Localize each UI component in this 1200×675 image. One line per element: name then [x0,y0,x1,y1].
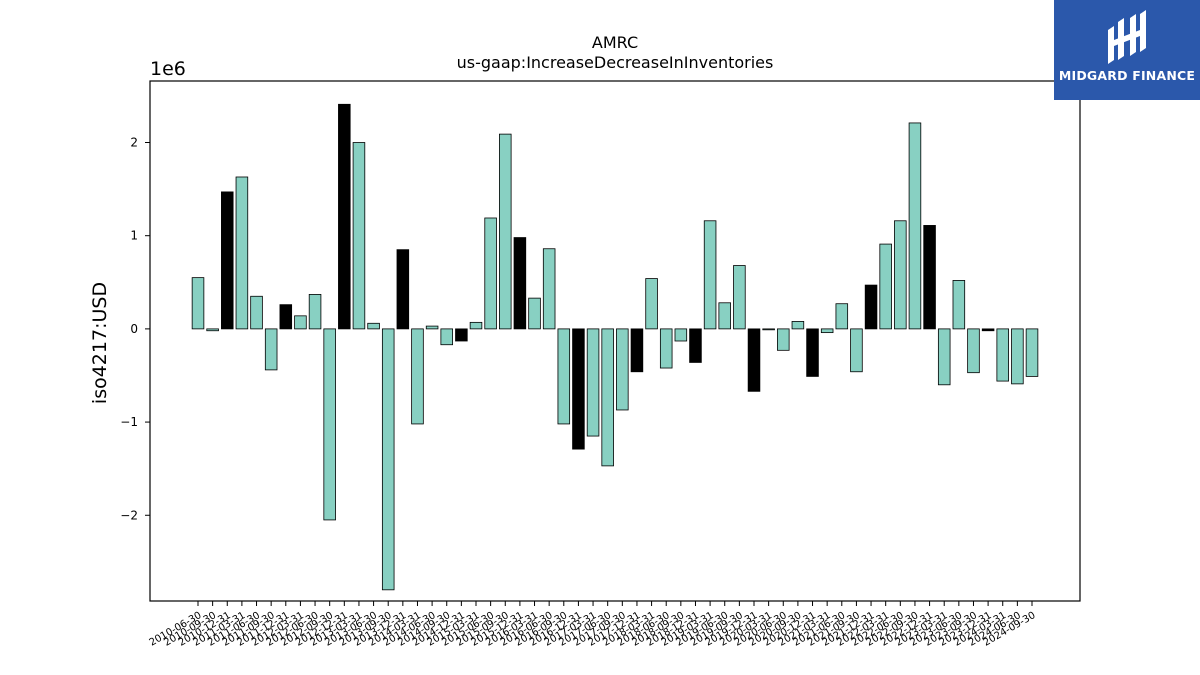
chart-title-line-1: AMRC [592,33,638,52]
bar-2023-03-31 [937,328,951,386]
bar-2024-03-31 [996,328,1009,382]
bar-2023-09-30 [967,328,980,374]
bar-2018-06-30 [659,328,673,369]
x-axis: 2010-06-302010-09-302010-12-312011-03-31… [148,601,1038,649]
midgard-finance-logo-mark-icon [1108,10,1146,64]
midgard-finance-logo: MIDGARD FINANCE [1054,0,1200,100]
bar-2015-09-30 [499,133,512,330]
bar-2013-06-30 [367,322,380,330]
bar-2022-09-30 [908,122,922,330]
bar-2018-12-31 [689,328,702,363]
bar-2017-06-30 [601,328,614,467]
bar-2018-09-30 [674,328,688,342]
bar-2011-12-31 [279,304,293,330]
bar-2016-06-30 [542,248,556,330]
bar-2011-03-31 [235,176,249,330]
bars-group [191,103,1039,591]
bar-2010-12-31 [221,191,234,330]
bar-2022-12-31 [923,225,936,330]
bar-2013-03-31 [352,142,366,330]
bar-2020-09-30 [791,321,805,330]
bar-2013-12-31 [396,249,410,330]
bar-2020-06-30 [777,328,790,351]
bar-2017-09-30 [616,328,629,411]
bar-2015-06-30 [484,217,497,330]
bar-2021-03-31 [820,328,834,334]
bar-2014-03-31 [411,328,424,425]
bar-2019-09-30 [733,265,746,330]
bar-2012-06-30 [308,294,322,330]
logo-text: MIDGARD FINANCE [1058,68,1196,83]
bar-2020-03-31 [762,328,775,331]
bar-2017-12-31 [630,328,644,373]
bar-2011-09-30 [264,328,278,371]
bar-2022-03-31 [879,243,892,330]
bar-2017-03-31 [586,328,600,437]
plot-frame [149,80,1081,602]
bar-2018-03-31 [645,278,658,330]
bar-2012-03-31 [294,315,307,330]
y-axis: −2 −1 0 1 2 [120,136,150,522]
bar-2019-12-31 [747,328,761,392]
y-tick-label: 0 [130,322,138,336]
bar-2021-06-30 [835,303,849,330]
bar-2012-09-30 [323,328,336,521]
bar-2010-06-30 [191,277,205,330]
bar-2016-09-30 [557,328,571,425]
y-axis-label: iso4217:USD [89,282,111,404]
bar-2015-12-31 [513,237,527,330]
bar-2023-06-30 [952,280,966,330]
bar-2011-06-30 [250,295,263,330]
bar-2010-09-30 [206,328,219,332]
y-tick-label: 2 [130,136,138,150]
bar-2014-09-30 [440,328,453,346]
bar-2024-09-30 [1025,328,1039,377]
y-tick-label: 1 [130,229,138,243]
bar-2021-12-31 [864,284,878,330]
bar-2019-03-31 [703,220,717,330]
bar-2019-06-30 [718,302,731,330]
bar-2024-06-30 [1011,328,1024,385]
bar-2020-12-31 [806,328,819,377]
bar-2012-12-31 [338,103,351,330]
bar-2015-03-31 [469,321,483,330]
bar-2014-06-30 [425,325,439,330]
bar-2021-09-30 [850,328,863,373]
bar-2013-09-30 [381,328,395,591]
chart-title-line-2: us-gaap:IncreaseDecreaseInInventories [457,53,774,72]
y-tick-label: −1 [120,415,138,429]
bar-2022-06-30 [894,220,907,330]
y-tick-label: −2 [120,508,138,522]
bar-2016-12-31 [572,328,585,450]
bar-2014-12-31 [455,328,468,342]
y-axis-offset-label: 1e6 [150,58,186,80]
bar-2023-12-31 [981,328,995,332]
bar-2016-03-31 [528,297,541,330]
